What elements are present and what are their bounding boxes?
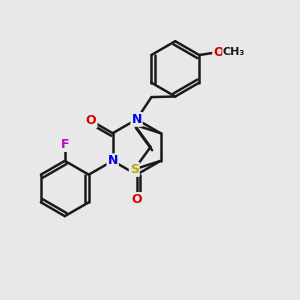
Text: O: O <box>131 193 142 206</box>
Text: CH₃: CH₃ <box>223 47 245 57</box>
Text: O: O <box>213 46 224 59</box>
Text: F: F <box>61 138 69 151</box>
Text: S: S <box>130 163 139 176</box>
Text: N: N <box>107 154 118 167</box>
Text: O: O <box>86 114 97 127</box>
Text: N: N <box>131 113 142 126</box>
